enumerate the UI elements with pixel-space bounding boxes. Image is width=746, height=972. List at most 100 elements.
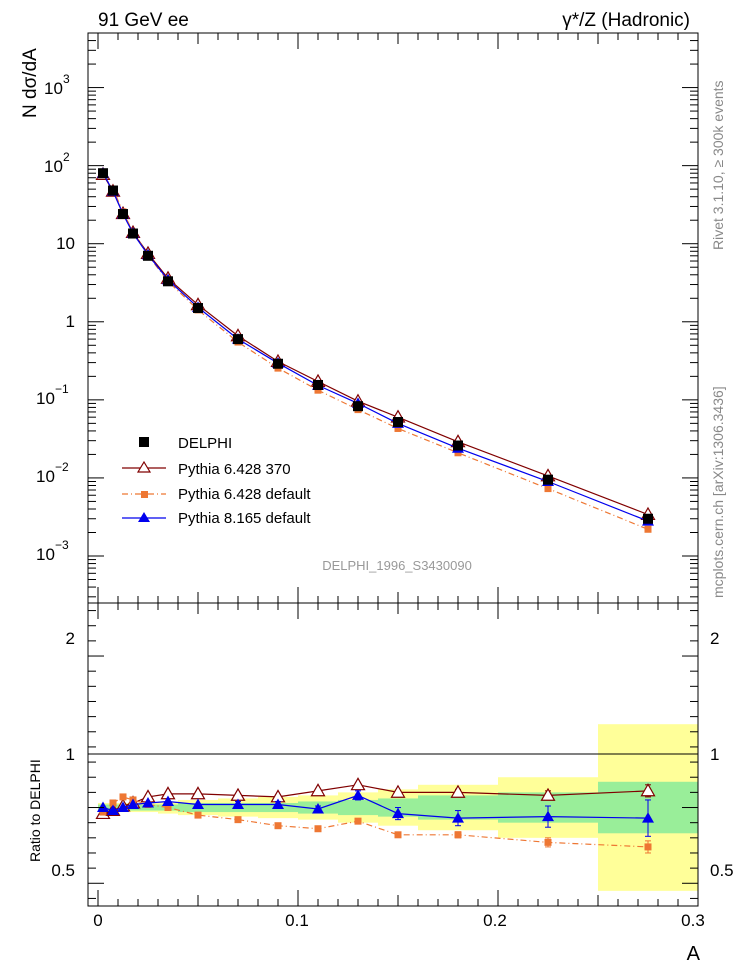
ratio-y-tick-left-0.5: 0.5 (51, 861, 75, 880)
ratio-point-pythia-8-165-default (142, 796, 154, 808)
legend-entry-pythia8-default: Pythia 8.165 default (122, 510, 311, 527)
svg-text:−3: −3 (55, 538, 69, 552)
ratio-point-pythia-6-428-default (644, 843, 652, 851)
ratio-point-pythia-6-428-370 (640, 783, 656, 797)
point-delphi (193, 303, 203, 314)
svg-text:−1: −1 (55, 382, 69, 396)
ratio-point-pythia-8-165-default (312, 803, 324, 814)
x-tick-label-0.2: 0.2 (483, 911, 507, 930)
ratio-axis-ticks (88, 603, 699, 906)
point-pythia-6-428-default (644, 525, 652, 533)
main-y-tick-labels: 10 3 10 2 10 1 10 −1 10 −2 10 −3 (36, 72, 75, 564)
x-axis-label: A (687, 943, 701, 965)
svg-text:DELPHI: DELPHI (178, 435, 232, 452)
plot-title-right: γ*/Z (Hadronic) (562, 10, 690, 31)
legend-marker-delphi (139, 437, 149, 447)
ratio-point-pythia-6-428-default (109, 799, 117, 807)
point-pythia-6-428-default (394, 424, 402, 432)
point-delphi (543, 474, 553, 485)
point-delphi (108, 185, 118, 196)
point-delphi (353, 401, 363, 412)
ratio-y-tick-right-1: 1 (710, 745, 719, 764)
point-delphi (393, 417, 403, 428)
point-delphi (118, 209, 128, 220)
ratio-point-pythia-8-165-default (192, 798, 204, 809)
svg-text:10: 10 (36, 467, 55, 486)
ratio-point-pythia-6-428-370 (310, 783, 326, 797)
ratio-y-tick-left-2: 2 (66, 629, 75, 648)
legend-marker-pythia6-370 (136, 460, 152, 473)
series-delphi (98, 168, 653, 524)
main-data-marks (95, 166, 656, 533)
ratio-point-pythia-8-165-default (107, 804, 119, 816)
svg-text:Pythia 8.165 default: Pythia 8.165 default (178, 510, 311, 527)
y-tick-label-1e-1: 10 −1 (36, 382, 69, 408)
point-delphi (273, 358, 283, 369)
ratio-point-pythia-6-428-default (194, 811, 202, 819)
legend-entry-pythia6-default: Pythia 6.428 default (122, 486, 311, 503)
svg-text:10: 10 (36, 389, 55, 408)
mcplots-label: mcplots.cern.ch [arXiv:1306.3436] (710, 386, 726, 598)
series-pythia-6-428-default (99, 170, 652, 533)
ratio-point-pythia-6-428-370 (540, 787, 556, 801)
ratio-point-pythia-6-428-370 (190, 786, 206, 800)
ratio-point-pythia-8-165-default (97, 801, 109, 813)
ratio-stat-band (338, 799, 378, 816)
ratio-point-pythia-8-165-default (162, 795, 174, 806)
ratio-y-axis-label: Ratio to DELPHI (27, 759, 43, 862)
ratio-y-tick-left-1: 1 (66, 745, 75, 764)
main-axis-ticks (88, 32, 699, 603)
ratio-point-pythia-6-428-370 (450, 784, 466, 798)
y-tick-label-1e-2: 10 −2 (36, 460, 69, 486)
ratio-series-pythia-8-165-default (97, 789, 654, 837)
point-delphi (143, 250, 153, 261)
plot-title-left: 91 GeV ee (98, 10, 189, 31)
legend-marker-pythia8-default (138, 512, 150, 522)
rivet-label: Rivet 3.1.10, ≥ 300k events (710, 80, 726, 250)
svg-text:Pythia 6.428 default: Pythia 6.428 default (178, 486, 311, 503)
x-tick-label-0.3: 0.3 (681, 911, 705, 930)
ratio-point-pythia-8-165-default (272, 798, 284, 809)
y-tick-label-1e-3: 10 −3 (36, 538, 69, 564)
svg-text:3: 3 (63, 72, 70, 86)
main-y-axis-label: N dσ/dA (20, 48, 41, 118)
y-tick-label-10: 10 (56, 234, 75, 253)
point-pythia-6-428-default (454, 449, 462, 457)
ratio-series-pythia-6-428-default (99, 793, 652, 854)
ratio-point-pythia-6-428-default (394, 831, 402, 839)
svg-text:−2: −2 (55, 460, 69, 474)
legend-entry-delphi: DELPHI (139, 435, 232, 452)
point-delphi (643, 513, 653, 524)
svg-text:10: 10 (44, 157, 63, 176)
point-delphi (98, 168, 108, 179)
series-line-pythia-6-428-default (102, 173, 649, 530)
ratio-plot-frame (87, 602, 699, 907)
ratio-point-pythia-8-165-default (392, 807, 404, 819)
ratio-y-tick-right-0.5: 0.5 (710, 861, 734, 880)
ratio-point-pythia-6-428-default (164, 804, 172, 812)
x-tick-label-0.1: 0.1 (285, 911, 309, 930)
ratio-point-pythia-8-165-default (117, 801, 129, 813)
ratio-point-pythia-6-428-default (314, 825, 322, 833)
ratio-point-pythia-6-428-default (454, 831, 462, 839)
svg-text:Pythia 6.428 370: Pythia 6.428 370 (178, 461, 291, 478)
svg-text:2: 2 (63, 150, 70, 164)
point-delphi (233, 334, 243, 345)
ratio-point-pythia-8-165-default (352, 789, 364, 800)
y-tick-label-1: 1 (66, 312, 75, 331)
point-delphi (163, 276, 173, 287)
ratio-point-pythia-8-165-default (452, 812, 464, 823)
ratio-data-marks (95, 777, 656, 854)
ratio-point-pythia-6-428-default (99, 808, 107, 816)
point-delphi (453, 440, 463, 451)
svg-text:10: 10 (36, 545, 55, 564)
ratio-y-tick-right-2: 2 (710, 629, 719, 648)
point-pythia-6-428-default (544, 485, 552, 493)
ratio-point-pythia-6-428-default (274, 822, 282, 830)
analysis-tag: DELPHI_1996_S3430090 (322, 558, 472, 573)
legend-entry-pythia6-370: Pythia 6.428 370 (122, 460, 291, 478)
ratio-point-pythia-6-428-default (234, 816, 242, 824)
ratio-point-pythia-6-428-370 (350, 777, 366, 791)
point-delphi (313, 379, 323, 390)
